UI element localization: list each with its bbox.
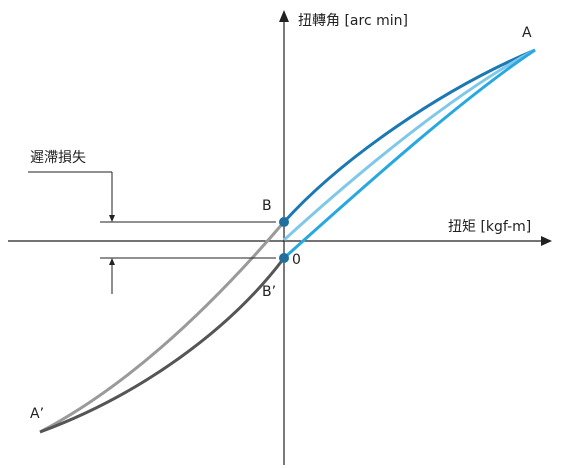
loss-arrow-up-icon xyxy=(109,258,115,265)
origin-label: 0 xyxy=(292,252,301,268)
point-b-marker xyxy=(279,217,289,227)
hysteresis-loss-label: 遲滯損失 xyxy=(30,150,86,166)
x-axis-arrow-icon xyxy=(541,236,552,246)
curve-lower-unloading xyxy=(39,221,286,434)
curve-upper-loading xyxy=(282,48,536,224)
curve-upper-unloading xyxy=(282,48,536,260)
point-a-prime-label: A’ xyxy=(30,406,44,422)
curve-upper-inner xyxy=(282,48,536,242)
point-a-label: A xyxy=(522,25,532,41)
loss-arrow-down-icon xyxy=(109,215,115,222)
y-axis-label: 扭轉角 [arc min] xyxy=(298,13,408,29)
curve-lower-loading xyxy=(39,257,286,434)
x-axis-label: 扭矩 [kgf-m] xyxy=(448,219,531,235)
point-b-label: B xyxy=(262,198,272,214)
point-b-prime-marker xyxy=(279,253,289,263)
point-b-prime-label: B’ xyxy=(262,284,276,300)
y-axis-arrow-icon xyxy=(279,10,289,22)
